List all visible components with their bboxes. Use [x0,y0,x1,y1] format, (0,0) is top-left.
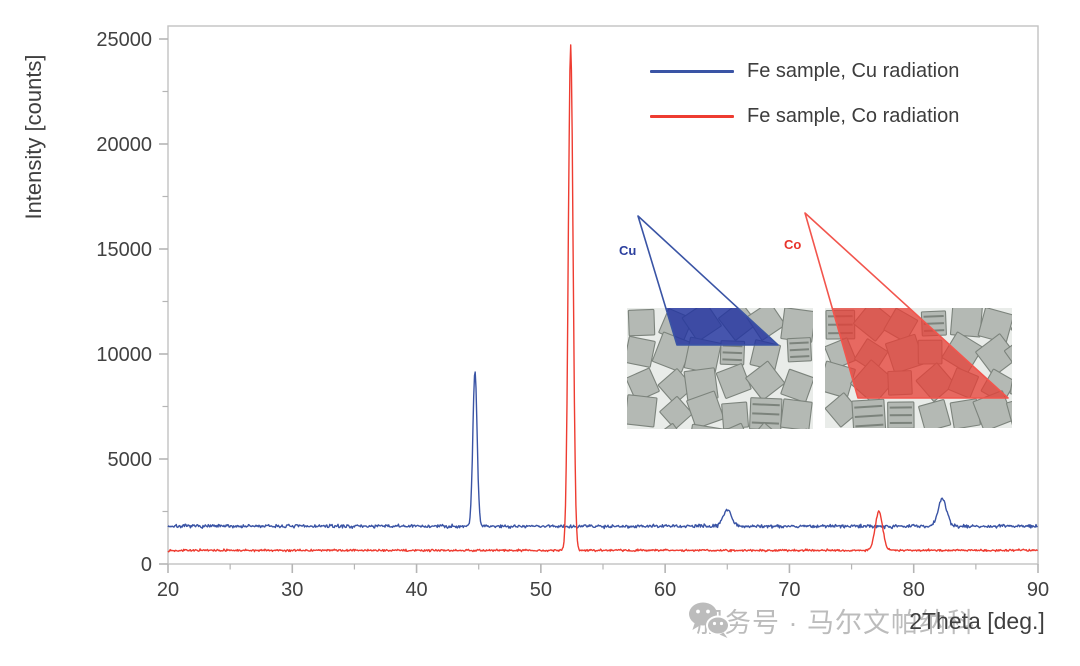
legend-line-swatch-co [650,114,734,118]
watermark-text: 服务号 · 马尔文帕纳科 [696,608,975,638]
x-tick-label: 30 [281,579,303,601]
x-tick-label: 80 [903,579,925,601]
cu-beam-outline [637,215,779,346]
y-tick-label: 15000 [96,239,152,261]
x-tick-label: 70 [778,579,800,601]
x-tick-label: 40 [405,579,427,601]
cu-sample-grains [627,308,813,429]
co-inset-label: Co [784,237,801,252]
trace-co-radiation [167,44,1039,553]
y-tick-label: 0 [141,554,152,576]
y-tick-label: 10000 [96,344,152,366]
legend-line-swatch-cu [650,69,734,73]
watermark: 服务号 · 马尔文帕纳科 [688,601,975,640]
x-tick-label: 60 [654,579,676,601]
wechat-icon [689,602,730,638]
legend: Fe sample, Cu radiation Fe sample, Co ra… [650,57,959,147]
legend-item-cu: Fe sample, Cu radiation [650,57,959,85]
x-tick-label: 20 [157,579,179,601]
legend-item-co: Fe sample, Co radiation [650,102,959,130]
y-tick-label: 25000 [96,29,152,51]
legend-label-co: Fe sample, Co radiation [747,104,960,127]
y-tick-label: 20000 [96,134,152,156]
cu-inset-label: Cu [619,243,636,258]
x-tick-label: 90 [1027,579,1049,601]
co-penetration-region [832,308,1008,398]
y-axis-title: Intensity [counts] [21,54,46,220]
trace-cu-radiation [167,371,1038,530]
x-tick-label: 50 [530,579,552,601]
co-beam-outline [804,212,1009,399]
legend-label-cu: Fe sample, Cu radiation [747,59,960,82]
x-axis-title: 2Theta [deg.] [909,608,1045,634]
y-tick-label: 5000 [108,449,153,471]
cu-penetration-region [665,308,778,345]
